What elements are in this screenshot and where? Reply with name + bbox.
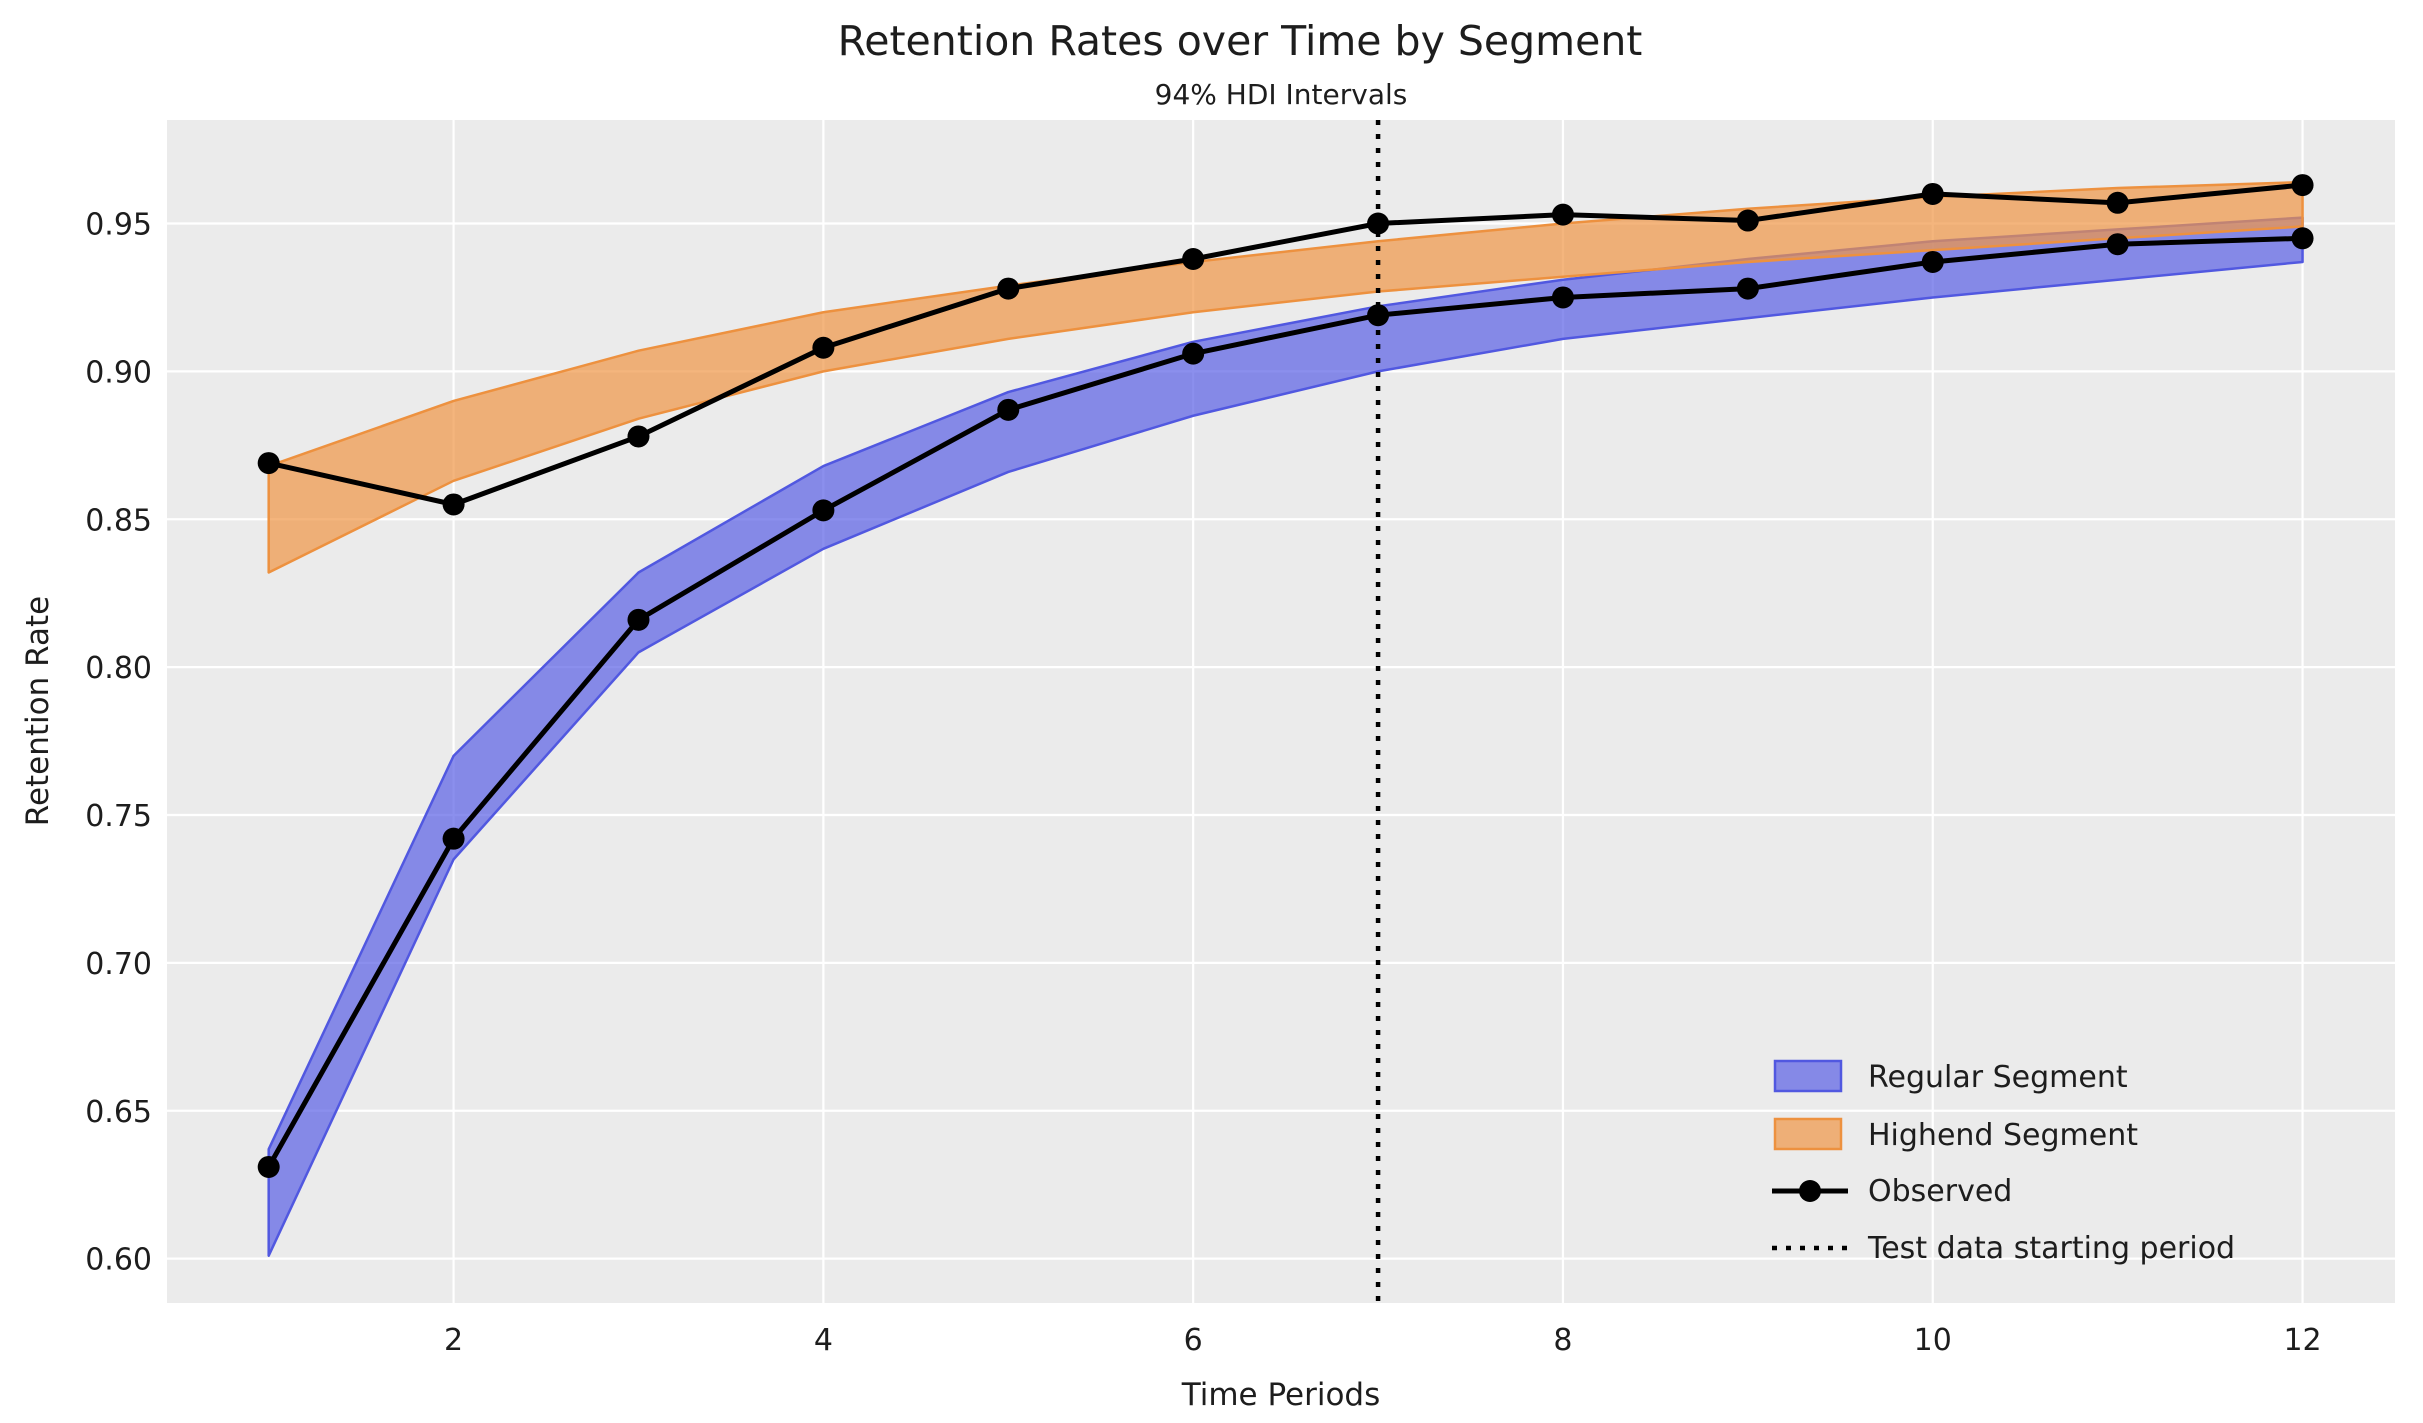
observed-point [1182,248,1205,271]
y-tick-label: 0.70 [85,947,152,982]
observed-line [268,182,2303,508]
x-tick-label: 12 [2283,1323,2321,1358]
observed-point [1182,342,1205,365]
legend-label-vline: Test data starting period [1867,1231,2235,1266]
regular-segment-band [267,216,2304,1257]
legend-label-highend: Highend Segment [1868,1118,2138,1153]
observed-point [1921,250,1944,273]
observed-point [257,1155,280,1178]
legend: Regular Segment Highend Segment Observed… [1772,1059,2235,1266]
observed-point [1367,212,1390,235]
x-tick-label: 10 [1914,1323,1952,1358]
observed-point [442,827,465,850]
y-tick-label: 0.90 [85,355,152,390]
x-tick-label: 4 [814,1323,833,1358]
x-axis-label: Time Periods [1181,1377,1381,1413]
tick-labels: 0.60 0.65 0.70 0.75 0.80 0.85 0.90 0.95 2 4 6 8 10 12 [85,208,2321,1358]
legend-swatch-highend [1773,1117,1843,1151]
chart-title: Retention Rates over Time by Segment [838,17,1643,65]
observed-point [1736,209,1759,232]
observed-point [1367,304,1390,327]
observed-point [997,398,1020,421]
observed-point [2291,227,2314,250]
observed-point [442,493,465,516]
observed-point [1551,203,1574,226]
y-axis-label: Retention Rate [20,596,56,826]
legend-label-observed: Observed [1868,1174,2012,1209]
observed-point [257,452,280,475]
x-tick-label: 6 [1184,1323,1203,1358]
observed-point [2106,191,2129,214]
observed-point [812,499,835,522]
observed-point [1736,277,1759,300]
y-tick-label: 0.95 [85,208,152,243]
legend-sample-observed [1772,1180,1848,1202]
gridlines [167,120,2395,1303]
legend-swatch-regular [1773,1059,1843,1093]
chart-subtitle: 94% HDI Intervals [1155,78,1408,111]
x-tick-label: 2 [444,1323,463,1358]
x-tick-label: 8 [1553,1323,1572,1358]
observed-point [1551,286,1574,309]
observed-point [2106,233,2129,256]
legend-label-regular: Regular Segment [1868,1060,2128,1095]
observed-point [812,336,835,359]
y-tick-label: 0.80 [85,651,152,686]
y-tick-label: 0.85 [85,503,152,538]
observed-point [1921,182,1944,205]
y-tick-label: 0.60 [85,1243,152,1278]
observed-point [627,608,650,631]
observed-line [266,235,2303,1169]
observed-point [997,277,1020,300]
y-tick-label: 0.75 [85,799,152,834]
observed-point [627,425,650,448]
observed-point [2291,174,2314,197]
y-tick-label: 0.65 [85,1095,152,1130]
observed-lines [257,174,2314,1178]
